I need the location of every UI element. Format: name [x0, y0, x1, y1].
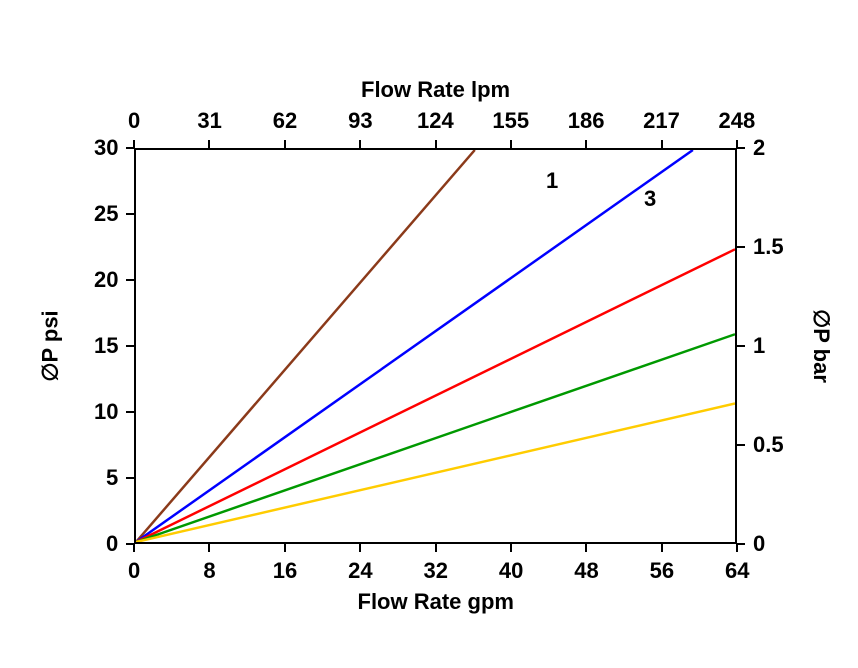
axis-tick — [359, 140, 361, 148]
tick-label: 1.5 — [753, 234, 784, 260]
tick-label: 0 — [128, 558, 140, 584]
axis-tick — [126, 213, 134, 215]
tick-label: 31 — [197, 108, 221, 134]
tick-label: 56 — [650, 558, 674, 584]
axis-tick — [737, 345, 745, 347]
axis-tick — [284, 544, 286, 552]
series-label-1: 1 — [546, 168, 558, 194]
series-label-3: 3 — [644, 186, 656, 212]
chart-container: { "canvas": { "w": 858, "h": 668 }, "plo… — [0, 0, 858, 668]
series-line-3 — [136, 150, 693, 542]
axis-tick — [435, 544, 437, 552]
tick-label: 0.5 — [753, 432, 784, 458]
tick-label: 0 — [106, 531, 118, 557]
axis-tick — [126, 477, 134, 479]
tick-label: 5 — [106, 465, 118, 491]
tick-label: 186 — [568, 108, 605, 134]
axis-tick — [736, 544, 738, 552]
axis-tick — [126, 411, 134, 413]
tick-label: 32 — [424, 558, 448, 584]
axis-tick — [126, 279, 134, 281]
tick-label: 24 — [348, 558, 372, 584]
tick-label: 1 — [753, 333, 765, 359]
tick-label: 0 — [753, 531, 765, 557]
tick-label: 62 — [273, 108, 297, 134]
tick-label: 124 — [417, 108, 454, 134]
tick-label: 20 — [94, 267, 118, 293]
axis-tick — [737, 147, 745, 149]
tick-label: 0 — [128, 108, 140, 134]
tick-label: 2 — [753, 135, 765, 161]
tick-label: 217 — [643, 108, 680, 134]
axis-tick — [585, 140, 587, 148]
axis-tick — [510, 140, 512, 148]
axis-tick — [737, 246, 745, 248]
tick-label: 15 — [94, 333, 118, 359]
axis-tick — [737, 543, 745, 545]
axis-tick — [126, 345, 134, 347]
axis-title-top: Flow Rate lpm — [361, 77, 510, 103]
axis-title-bottom: Flow Rate gpm — [358, 589, 514, 615]
tick-label: 48 — [574, 558, 598, 584]
tick-label: 30 — [94, 135, 118, 161]
plot-area: 1361225 — [134, 148, 737, 544]
tick-label: 64 — [725, 558, 749, 584]
axis-tick — [737, 444, 745, 446]
axis-title-left: ∅P psi — [37, 310, 63, 381]
axis-tick — [435, 140, 437, 148]
tick-label: 155 — [492, 108, 529, 134]
tick-label: 8 — [203, 558, 215, 584]
axis-title-right: ∅P bar — [808, 309, 834, 383]
axis-tick — [585, 544, 587, 552]
axis-tick — [208, 544, 210, 552]
axis-tick — [661, 544, 663, 552]
series-line-25 — [136, 403, 735, 542]
tick-label: 248 — [719, 108, 756, 134]
axis-tick — [126, 147, 134, 149]
axis-tick — [510, 544, 512, 552]
tick-label: 40 — [499, 558, 523, 584]
tick-label: 10 — [94, 399, 118, 425]
tick-label: 25 — [94, 201, 118, 227]
tick-label: 16 — [273, 558, 297, 584]
axis-tick — [284, 140, 286, 148]
tick-label: 93 — [348, 108, 372, 134]
axis-tick — [133, 544, 135, 552]
axis-tick — [208, 140, 210, 148]
axis-tick — [126, 543, 134, 545]
series-line-6 — [136, 249, 735, 542]
axis-tick — [359, 544, 361, 552]
axis-tick — [661, 140, 663, 148]
